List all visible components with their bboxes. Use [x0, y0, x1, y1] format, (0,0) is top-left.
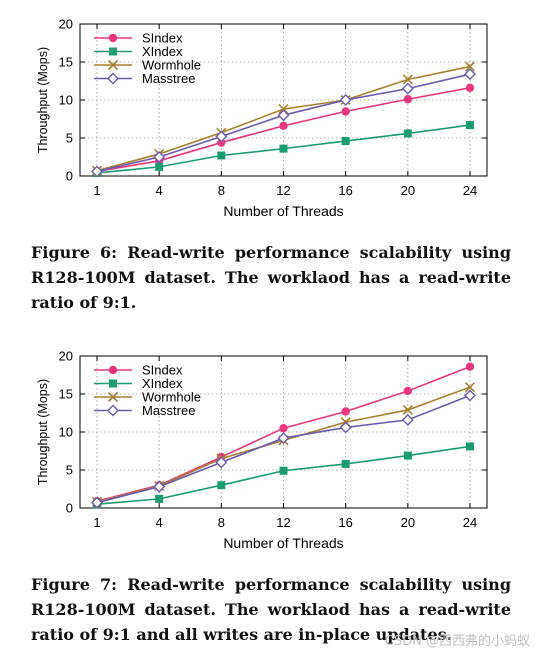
- legend-marker: [107, 404, 119, 417]
- data-point: [339, 421, 352, 434]
- series-masstree: [91, 68, 476, 178]
- data-point: [153, 480, 166, 493]
- legend-label: Wormhole: [142, 390, 201, 405]
- data-point: [341, 107, 350, 116]
- data-point: [155, 494, 164, 503]
- y-tick-label: 20: [59, 349, 73, 364]
- data-point: [215, 130, 228, 143]
- legend-marker: [107, 72, 119, 85]
- x-tick-label: 1: [93, 515, 100, 530]
- y-axis-label: Throughput (Mops): [36, 47, 50, 153]
- csdn-watermark: CSDN @西西弗的小蚂蚁: [384, 634, 530, 649]
- data-point: [403, 451, 412, 460]
- legend-label: XIndex: [142, 376, 183, 391]
- data-point: [278, 104, 289, 115]
- x-axis-label: Number of Threads: [223, 535, 343, 551]
- data-point: [401, 82, 414, 95]
- x-tick-label: 24: [463, 183, 477, 198]
- legend-label: Wormhole: [142, 58, 201, 73]
- data-point: [466, 442, 474, 451]
- data-point: [277, 109, 290, 122]
- data-point: [402, 404, 413, 416]
- legend-marker: [107, 391, 119, 403]
- legend-label: SIndex: [142, 363, 183, 378]
- data-point: [466, 121, 474, 130]
- legend-label: Masstree: [142, 71, 195, 86]
- data-point: [341, 137, 350, 146]
- y-tick-label: 0: [66, 501, 73, 516]
- x-tick-label: 20: [401, 183, 415, 198]
- legend-marker: [109, 47, 117, 56]
- figure-6-caption: Figure 6: Read-write performance scalabi…: [31, 243, 511, 312]
- data-point: [402, 74, 413, 85]
- x-tick-label: 8: [218, 515, 225, 530]
- data-point: [341, 459, 350, 468]
- data-point: [91, 165, 103, 178]
- data-point: [217, 151, 226, 160]
- data-point: [341, 407, 350, 416]
- series-line: [96, 445, 471, 505]
- x-axis-label: Number of Threads: [223, 203, 343, 219]
- data-point: [464, 382, 476, 393]
- x-tick-label: 16: [338, 515, 352, 530]
- data-point: [339, 94, 352, 106]
- data-point: [91, 496, 103, 509]
- data-point: [277, 432, 290, 445]
- data-point: [401, 413, 414, 426]
- x-tick-label: 12: [276, 183, 290, 198]
- y-tick-label: 0: [66, 169, 73, 184]
- data-point: [279, 121, 288, 131]
- data-point: [279, 144, 288, 153]
- data-point: [279, 466, 288, 475]
- x-tick-label: 8: [218, 183, 225, 198]
- y-axis-label: Throughput (Mops): [36, 379, 50, 485]
- data-point: [465, 362, 475, 371]
- y-tick-label: 15: [59, 387, 73, 402]
- y-tick-label: 20: [59, 17, 73, 32]
- data-point: [403, 95, 413, 104]
- y-tick-label: 10: [59, 425, 73, 440]
- legend-label: XIndex: [142, 44, 183, 59]
- data-point: [465, 83, 475, 93]
- x-tick-label: 4: [156, 515, 163, 530]
- x-tick-label: 1: [93, 183, 100, 198]
- series-masstree: [91, 389, 476, 509]
- y-tick-label: 15: [59, 55, 73, 70]
- data-point: [155, 162, 164, 171]
- y-tick-label: 10: [59, 93, 73, 108]
- legend-marker: [108, 365, 118, 375]
- data-point: [403, 386, 413, 396]
- legend-marker: [107, 59, 119, 71]
- y-tick-label: 5: [66, 131, 73, 146]
- legend-label: Masstree: [142, 403, 195, 418]
- data-point: [279, 424, 288, 433]
- figure-7-caption: Figure 7: Read-write performance scalabi…: [31, 575, 511, 644]
- x-tick-label: 20: [401, 515, 415, 530]
- legend-label: SIndex: [142, 31, 183, 46]
- data-point: [403, 129, 412, 138]
- x-tick-label: 12: [276, 515, 290, 530]
- legend-marker: [108, 33, 118, 43]
- x-tick-label: 16: [338, 183, 352, 198]
- legend-marker: [109, 379, 117, 388]
- data-point: [217, 481, 226, 490]
- data-point: [215, 456, 228, 469]
- data-point: [153, 151, 166, 163]
- x-tick-label: 24: [463, 515, 477, 530]
- data-point: [464, 389, 476, 402]
- data-point: [464, 61, 476, 72]
- data-point: [217, 138, 226, 147]
- data-point: [464, 68, 476, 81]
- y-tick-label: 5: [66, 463, 73, 478]
- x-tick-label: 4: [156, 183, 163, 198]
